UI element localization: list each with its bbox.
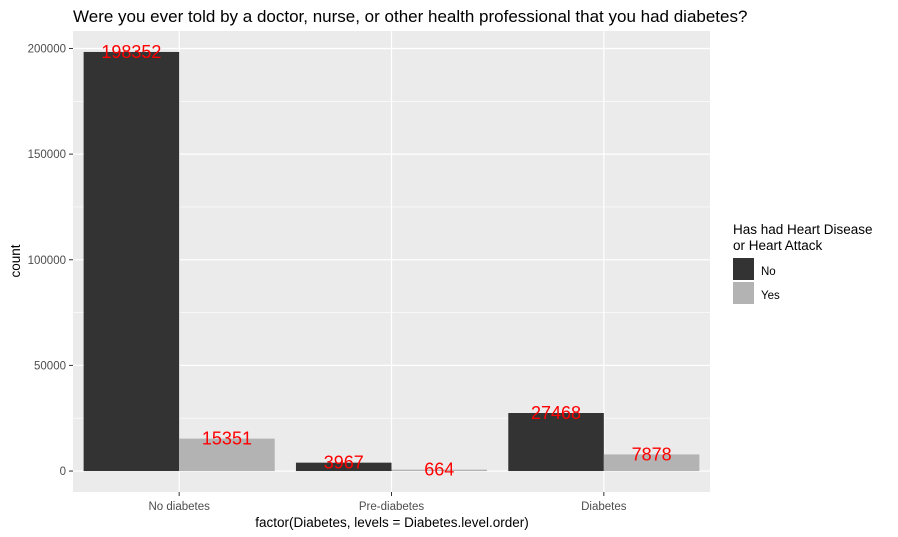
bar-yes-pre-diabetes <box>391 469 488 472</box>
legend-key-yes <box>733 282 754 304</box>
data-label-no-diabetes: 27468 <box>531 403 581 423</box>
data-label-yes-pre-diabetes: 664 <box>424 460 454 480</box>
bar-no-diabetes <box>508 413 604 472</box>
legend-label-no: No <box>761 266 776 278</box>
x-tick-label: Pre-diabetes <box>359 501 424 513</box>
data-label-no-no-diabetes: 198352 <box>101 42 161 62</box>
y-tick-label: 100000 <box>28 255 66 267</box>
y-tick-label: 50000 <box>34 360 66 372</box>
y-tick-label: 200000 <box>28 43 66 55</box>
legend-key-no <box>733 258 754 280</box>
x-axis-title: factor(Diabetes, levels = Diabetes.level… <box>255 515 529 530</box>
y-axis-title: count <box>8 244 23 277</box>
bars <box>83 51 700 472</box>
legend-label-yes: Yes <box>761 290 780 302</box>
legend-title-line-1: Has had Heart Disease <box>733 222 873 237</box>
bar-no-pre-diabetes <box>295 462 392 472</box>
x-axis: No diabetes Pre-diabetes Diabetes <box>148 492 627 513</box>
data-labels: 198352 15351 3967 664 27468 7878 <box>101 42 671 480</box>
chart-title: Were you ever told by a doctor, nurse, o… <box>73 7 747 26</box>
x-tick-label: No diabetes <box>148 501 210 513</box>
legend: Has had Heart Disease or Heart Attack No… <box>733 222 873 304</box>
data-label-yes-diabetes: 7878 <box>632 444 672 464</box>
bar-yes-diabetes <box>603 454 700 472</box>
x-tick-label: Diabetes <box>581 501 627 513</box>
y-tick-label: 0 <box>60 466 66 478</box>
bar-no-no-diabetes <box>83 51 180 472</box>
y-axis: 0 50000 100000 150000 200000 <box>28 43 73 478</box>
data-label-yes-no-diabetes: 15351 <box>202 429 252 449</box>
data-label-no-pre-diabetes: 3967 <box>324 453 364 473</box>
legend-title-line-2: or Heart Attack <box>733 238 823 253</box>
bar-yes-no-diabetes <box>179 438 275 472</box>
y-tick-label: 150000 <box>28 149 66 161</box>
